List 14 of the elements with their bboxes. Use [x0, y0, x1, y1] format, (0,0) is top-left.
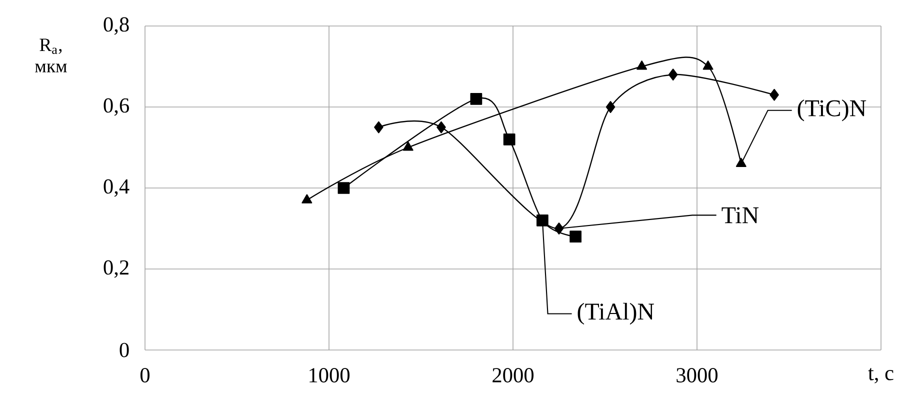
y-tick-label: 0,8	[104, 17, 129, 35]
y-axis-title: R$_{a}$, мкм	[35, 38, 67, 72]
y-tick-label: 0	[120, 342, 129, 358]
x-tick-label: 2000	[492, 368, 534, 382]
text: (TiC)N	[798, 99, 866, 122]
y-tick-label: 0,4	[104, 179, 130, 197]
y-tick-label: 0,2	[104, 260, 128, 278]
x-axis-title: t, c	[868, 368, 894, 384]
text: (TiAl)N	[578, 302, 654, 325]
y-tick-label: 0,6	[104, 98, 129, 116]
x-tick-label: 1000	[310, 368, 350, 382]
x-tick-label: 0	[140, 368, 150, 382]
x-tick-label: 3000	[676, 368, 718, 382]
text: TiN	[722, 207, 759, 224]
